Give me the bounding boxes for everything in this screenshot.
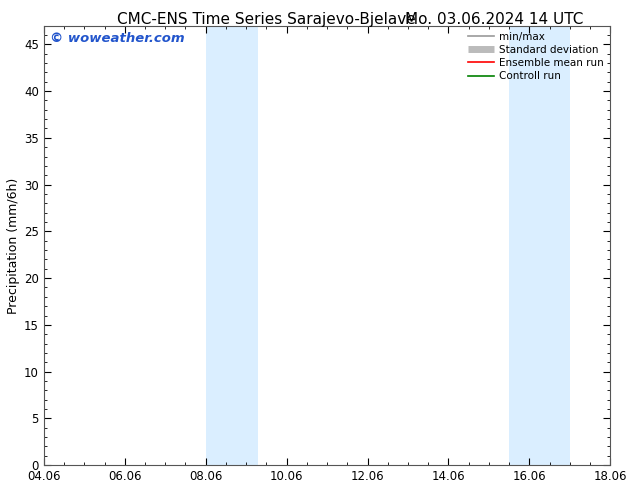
Text: © woweather.com: © woweather.com [49, 32, 184, 45]
Text: CMC-ENS Time Series Sarajevo-Bjelave: CMC-ENS Time Series Sarajevo-Bjelave [117, 12, 416, 27]
Text: Mo. 03.06.2024 14 UTC: Mo. 03.06.2024 14 UTC [405, 12, 584, 27]
Bar [205, 25, 258, 465]
Y-axis label: Precipitation (mm/6h): Precipitation (mm/6h) [7, 177, 20, 314]
Legend: min/max, Standard deviation, Ensemble mean run, Controll run: min/max, Standard deviation, Ensemble me… [464, 27, 608, 85]
Bar [509, 25, 570, 465]
